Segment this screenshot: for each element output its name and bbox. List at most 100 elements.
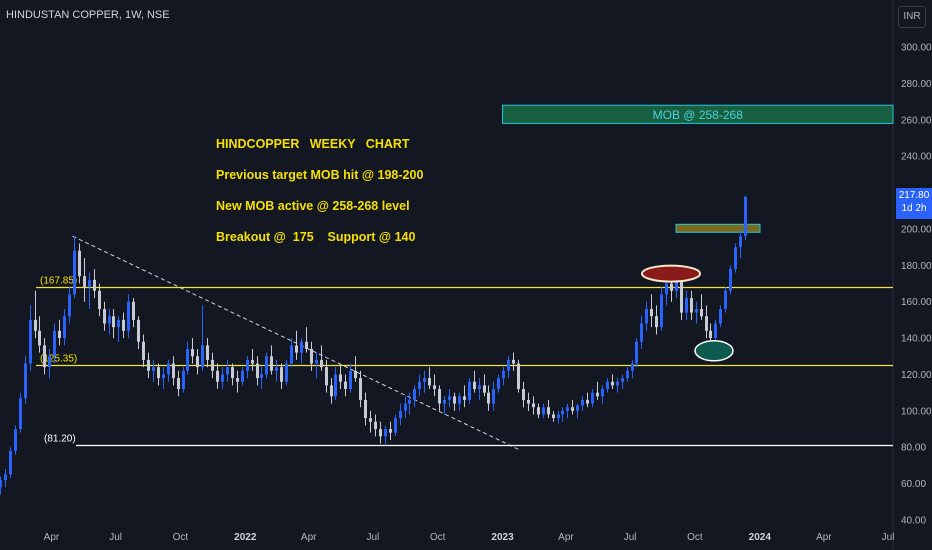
candle-body [606, 381, 609, 390]
time-axis[interactable]: Apr Jul Oct 2022 Apr Jul Oct 2023 Apr Jul Oct 2024 A… [44, 532, 895, 543]
candle-body [621, 378, 624, 382]
candle-body [665, 283, 668, 295]
candle-body [43, 345, 46, 368]
candle-body [167, 363, 170, 375]
candle-body [714, 323, 717, 339]
candle-body [98, 290, 101, 309]
candle-body [611, 381, 614, 386]
candle-body [522, 389, 525, 400]
price-tick-label: 300.00 [901, 43, 932, 54]
candle-body [566, 407, 569, 411]
candle-body [448, 396, 451, 400]
candle-body [349, 370, 352, 390]
candle-body [719, 308, 722, 324]
candle-body [315, 359, 318, 364]
price-tick-label: 200.00 [901, 224, 932, 235]
price-tick-label: 240.00 [901, 152, 932, 163]
candle-body [487, 392, 490, 404]
candle-body [19, 398, 22, 430]
last-price-value: 217.80 [898, 190, 930, 201]
candle-body [275, 367, 278, 371]
candle-body [369, 418, 372, 422]
candle-body [709, 330, 712, 339]
candles-group [0, 196, 747, 495]
annotation-previous-target: Previous target MOB hit @ 198-200 [216, 168, 424, 182]
candle-body [453, 396, 456, 404]
candle-body [739, 236, 742, 248]
candle-body [591, 392, 594, 404]
candle-body [310, 348, 313, 364]
candle-body [468, 381, 471, 400]
candle-body [576, 405, 579, 411]
candle-body [256, 363, 259, 379]
candle-body [191, 348, 194, 357]
candle-body [285, 363, 288, 382]
time-tick-label: 2024 [749, 532, 772, 543]
candle-body [571, 407, 574, 411]
time-tick-label: Jul [624, 532, 637, 543]
candle-body [63, 316, 66, 339]
candle-body [354, 370, 357, 379]
candle-body [246, 359, 249, 371]
candle-body [4, 474, 7, 480]
time-tick-label: Jul [882, 532, 895, 543]
time-tick-label: Jul [366, 532, 379, 543]
candle-body [211, 359, 214, 371]
candle-body [305, 341, 308, 349]
time-tick-label: Oct [430, 532, 446, 543]
candle-body [507, 359, 510, 371]
time-tick-label: Oct [687, 532, 703, 543]
candle-body [157, 367, 160, 379]
candle-body [241, 370, 244, 382]
candle-body [705, 316, 708, 331]
candle-body [428, 378, 431, 386]
time-tick-label: Apr [558, 532, 574, 543]
candle-body [497, 378, 500, 390]
price-tick-label: 180.00 [901, 261, 932, 272]
candle-body [344, 381, 347, 390]
level-label-81: (81.20) [44, 434, 76, 445]
time-tick-label: 2022 [234, 532, 257, 543]
candle-body [655, 316, 658, 328]
candle-body [458, 396, 461, 404]
candle-body [359, 378, 362, 400]
candle-body [527, 399, 530, 404]
candle-body [334, 374, 337, 397]
symbol-title: HINDUSTAN COPPER, 1W, NSE [6, 9, 170, 21]
candle-body [433, 385, 436, 390]
candle-body [58, 330, 61, 339]
candle-body [0, 479, 2, 488]
candle-body [68, 294, 71, 317]
candle-body [374, 421, 377, 430]
candle-body [512, 359, 515, 364]
candle-body [670, 283, 673, 291]
candle-body [547, 407, 550, 415]
candle-body [492, 389, 495, 404]
candle-body [137, 319, 140, 342]
time-tick-label: Apr [816, 532, 832, 543]
candle-body [265, 356, 268, 375]
price-axis[interactable]: 40.00 60.00 80.00 100.00 120.00 140.00 160.00 1… [901, 43, 932, 527]
candle-body [404, 403, 407, 411]
candle-body [108, 316, 111, 324]
mob-zone-label: MOB @ 258-268 [653, 108, 744, 122]
candle-body [206, 345, 209, 360]
candle-body [502, 370, 505, 379]
price-tick-label: 60.00 [901, 479, 926, 490]
support-marker-ellipse [694, 340, 734, 362]
candle-body [537, 407, 540, 415]
currency-button[interactable]: INR [898, 6, 926, 28]
time-tick-label: Jul [109, 532, 122, 543]
candle-body [152, 367, 155, 371]
candle-body [53, 330, 56, 357]
level-label-167: (167.85) [40, 276, 77, 287]
candle-body [142, 341, 145, 360]
candle-body [660, 294, 663, 328]
candle-body [645, 308, 648, 324]
candle-body [270, 356, 273, 371]
price-tick-label: 120.00 [901, 370, 932, 381]
candle-body [675, 276, 678, 291]
candle-body [290, 345, 293, 364]
candle-body [542, 407, 545, 415]
